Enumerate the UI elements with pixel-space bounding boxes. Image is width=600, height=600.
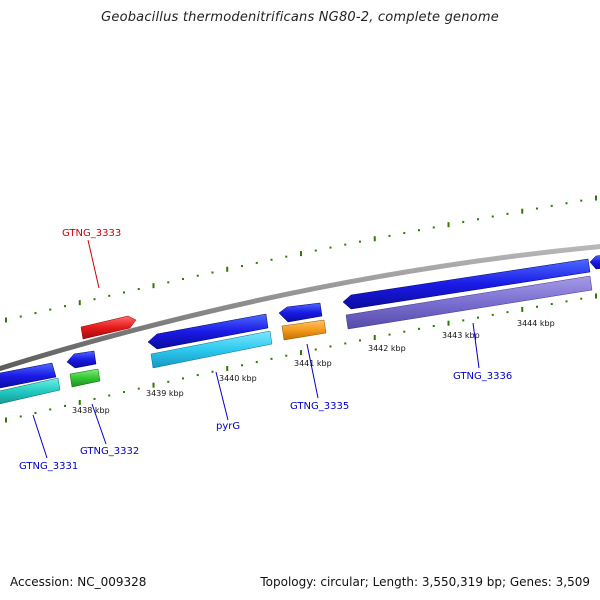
label-pyrg[interactable]: pyrG — [216, 421, 240, 432]
label-gtng-3331[interactable]: GTNG_3331 — [19, 461, 78, 472]
scale-3441: 3441 kbp — [294, 359, 332, 368]
gene-small-blue[interactable] — [66, 350, 97, 369]
leader-gtng-3332 — [91, 403, 107, 445]
label-gtng-3332[interactable]: GTNG_3332 — [80, 446, 139, 457]
outer-tick-track — [5, 195, 597, 323]
topology-text: Topology: circular; Length: 3,550,319 bp… — [260, 575, 590, 589]
scale-3442: 3442 kbp — [368, 344, 406, 353]
gene-gtng-3336-blue[interactable] — [342, 258, 591, 310]
label-gtng-3336[interactable]: GTNG_3336 — [453, 371, 512, 382]
scale-3438: 3438 kbp — [72, 406, 110, 415]
accession-text: Accession: NC_009328 — [10, 575, 147, 589]
gene-gtng-3336-purple[interactable] — [345, 275, 593, 330]
genome-backbone — [0, 243, 600, 372]
gene-gtng-3331-teal[interactable] — [0, 377, 61, 405]
scale-3444: 3444 kbp — [517, 319, 555, 328]
leader-pyrg — [215, 371, 229, 421]
leader-gtng-3331 — [32, 414, 48, 459]
label-gtng-3333[interactable]: GTNG_3333 — [62, 228, 121, 239]
gene-pyrg-blue[interactable] — [147, 313, 269, 350]
leader-gtng-3336 — [472, 322, 480, 369]
gene-gtng-3335-orange[interactable] — [281, 319, 327, 341]
label-gtng-3335[interactable]: GTNG_3335 — [290, 401, 349, 412]
gene-right-edge-blue[interactable] — [589, 255, 600, 270]
scale-3443: 3443 kbp — [442, 331, 480, 340]
scale-3440: 3440 kbp — [219, 374, 257, 383]
inner-tick-track — [5, 293, 597, 423]
scale-3439: 3439 kbp — [146, 389, 184, 398]
gene-gtng-3333[interactable] — [80, 315, 137, 340]
genome-title: Geobacillus thermodenitrificans NG80-2, … — [101, 10, 499, 25]
gene-gtng-3332-green[interactable] — [69, 368, 101, 388]
leader-gtng-3335 — [306, 343, 319, 399]
leader-gtng-3333 — [87, 239, 100, 289]
gene-gtng-3331-blue[interactable] — [0, 362, 57, 389]
gene-gtng-3335-blue[interactable] — [278, 302, 323, 323]
gene-pyrg-cyan[interactable] — [150, 330, 273, 369]
